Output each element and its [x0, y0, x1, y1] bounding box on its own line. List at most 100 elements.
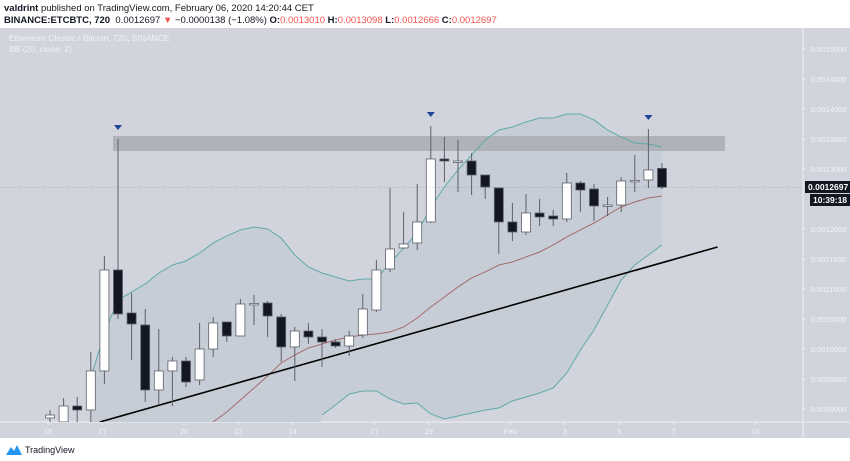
price-tick-label: 0.0014000: [811, 105, 846, 114]
resistance-zone: [113, 136, 725, 151]
candle-body: [330, 341, 341, 347]
candle-body: [357, 308, 368, 336]
candle: [357, 293, 368, 338]
price-tick-label: 0.0010000: [811, 345, 846, 354]
time-tick-label: 7: [672, 427, 676, 436]
candle-body: [521, 212, 531, 233]
candle-body: [371, 269, 382, 311]
author-name[interactable]: valdrint: [4, 3, 39, 14]
candle: [208, 316, 219, 357]
candle: [589, 184, 599, 221]
candle-body: [99, 269, 110, 372]
candle-body: [657, 167, 667, 188]
bollinger-basis-line: [212, 195, 663, 422]
candle: [262, 301, 273, 337]
candle: [58, 397, 69, 422]
candle-body: [439, 158, 450, 162]
candle-body: [643, 169, 654, 181]
candle-body: [181, 360, 191, 383]
candle: [194, 322, 205, 385]
symbol-info: BINANCE:ETCBTC, 720 0.0012697 ▼ −0.00001…: [4, 15, 497, 26]
candle-body: [140, 324, 151, 391]
open-value: 0.0013010: [280, 15, 326, 26]
candle-body: [589, 188, 599, 207]
candle: [439, 136, 450, 182]
candle: [289, 326, 300, 381]
low-value: 0.0012666: [394, 15, 440, 26]
candle: [412, 184, 423, 250]
candle: [99, 256, 110, 384]
close-value: 0.0012697: [451, 15, 497, 26]
triangle-down-icon: ▼: [162, 15, 173, 26]
publish-info: valdrint published on TradingView.com, F…: [4, 3, 314, 14]
candle: [113, 139, 123, 319]
published-text: published on TradingView.com, February 0…: [40, 3, 314, 14]
candle: [153, 328, 164, 405]
candle: [507, 202, 518, 241]
candle-body: [85, 370, 96, 411]
candle: [85, 352, 96, 422]
trendline: [99, 246, 718, 422]
candle: [317, 328, 327, 367]
candle: [534, 199, 545, 226]
candle-body: [221, 321, 232, 337]
candle: [629, 154, 640, 192]
candle: [276, 313, 287, 362]
legend-title: Ethereum Classic / Bitcoin, 720, BINANCE: [9, 33, 170, 43]
candle: [548, 209, 559, 226]
candle: [330, 338, 341, 348]
candle-body: [262, 302, 273, 317]
candle: [140, 308, 151, 402]
last-price: 0.0012697: [115, 15, 161, 26]
candle-body: [412, 221, 423, 244]
arrow-down-marker-icon: [644, 114, 653, 120]
candle: [221, 321, 232, 342]
candle: [167, 356, 178, 406]
time-tick-label: 3: [563, 427, 567, 436]
candle: [385, 187, 395, 272]
footer-brand[interactable]: TradingView: [25, 444, 75, 455]
high-label: H:: [327, 15, 338, 26]
candle-body: [208, 322, 219, 350]
price-tick-label: 0.0013000: [811, 165, 846, 174]
candle-body: [616, 180, 627, 206]
candle-body: [575, 182, 586, 191]
price-tick-label: 0.0011000: [811, 285, 846, 294]
candle-body: [466, 160, 477, 176]
candle: [72, 397, 83, 422]
candle-body: [398, 243, 409, 249]
candle: [453, 139, 463, 192]
candle: [371, 259, 382, 312]
candle-body: [45, 414, 55, 419]
candle-body: [453, 160, 463, 163]
plot-area: [0, 111, 803, 422]
candle: [235, 298, 246, 337]
candle-body: [602, 204, 613, 207]
time-tick-label: 29: [425, 427, 433, 436]
candle-body: [493, 187, 504, 223]
candle-body: [317, 336, 327, 343]
candle-body: [235, 303, 246, 337]
time-tick-label: 10: [751, 427, 759, 436]
bollinger-lower-line: [321, 244, 663, 420]
candle-body: [249, 302, 259, 306]
price-tick-label: 0.0009000: [811, 405, 846, 414]
candle: [493, 187, 504, 254]
candle: [126, 292, 137, 360]
price-tick-label: 0.0014500: [811, 75, 846, 84]
arrow-down-marker-icon: [114, 125, 122, 130]
close-label: C:: [441, 15, 452, 26]
candle-body: [548, 215, 559, 220]
candle: [575, 181, 586, 212]
legend-indicator[interactable]: BB (20, close, 2): [9, 44, 72, 54]
candle: [602, 196, 613, 216]
candle: [181, 356, 191, 387]
tradingview-logo-icon: [6, 445, 22, 455]
low-label: L:: [385, 15, 395, 26]
time-tick-label: 5: [617, 427, 621, 436]
candle-body: [561, 182, 572, 220]
candle-body: [58, 405, 69, 422]
candle: [249, 295, 259, 325]
time-tick-label: 20: [180, 427, 188, 436]
